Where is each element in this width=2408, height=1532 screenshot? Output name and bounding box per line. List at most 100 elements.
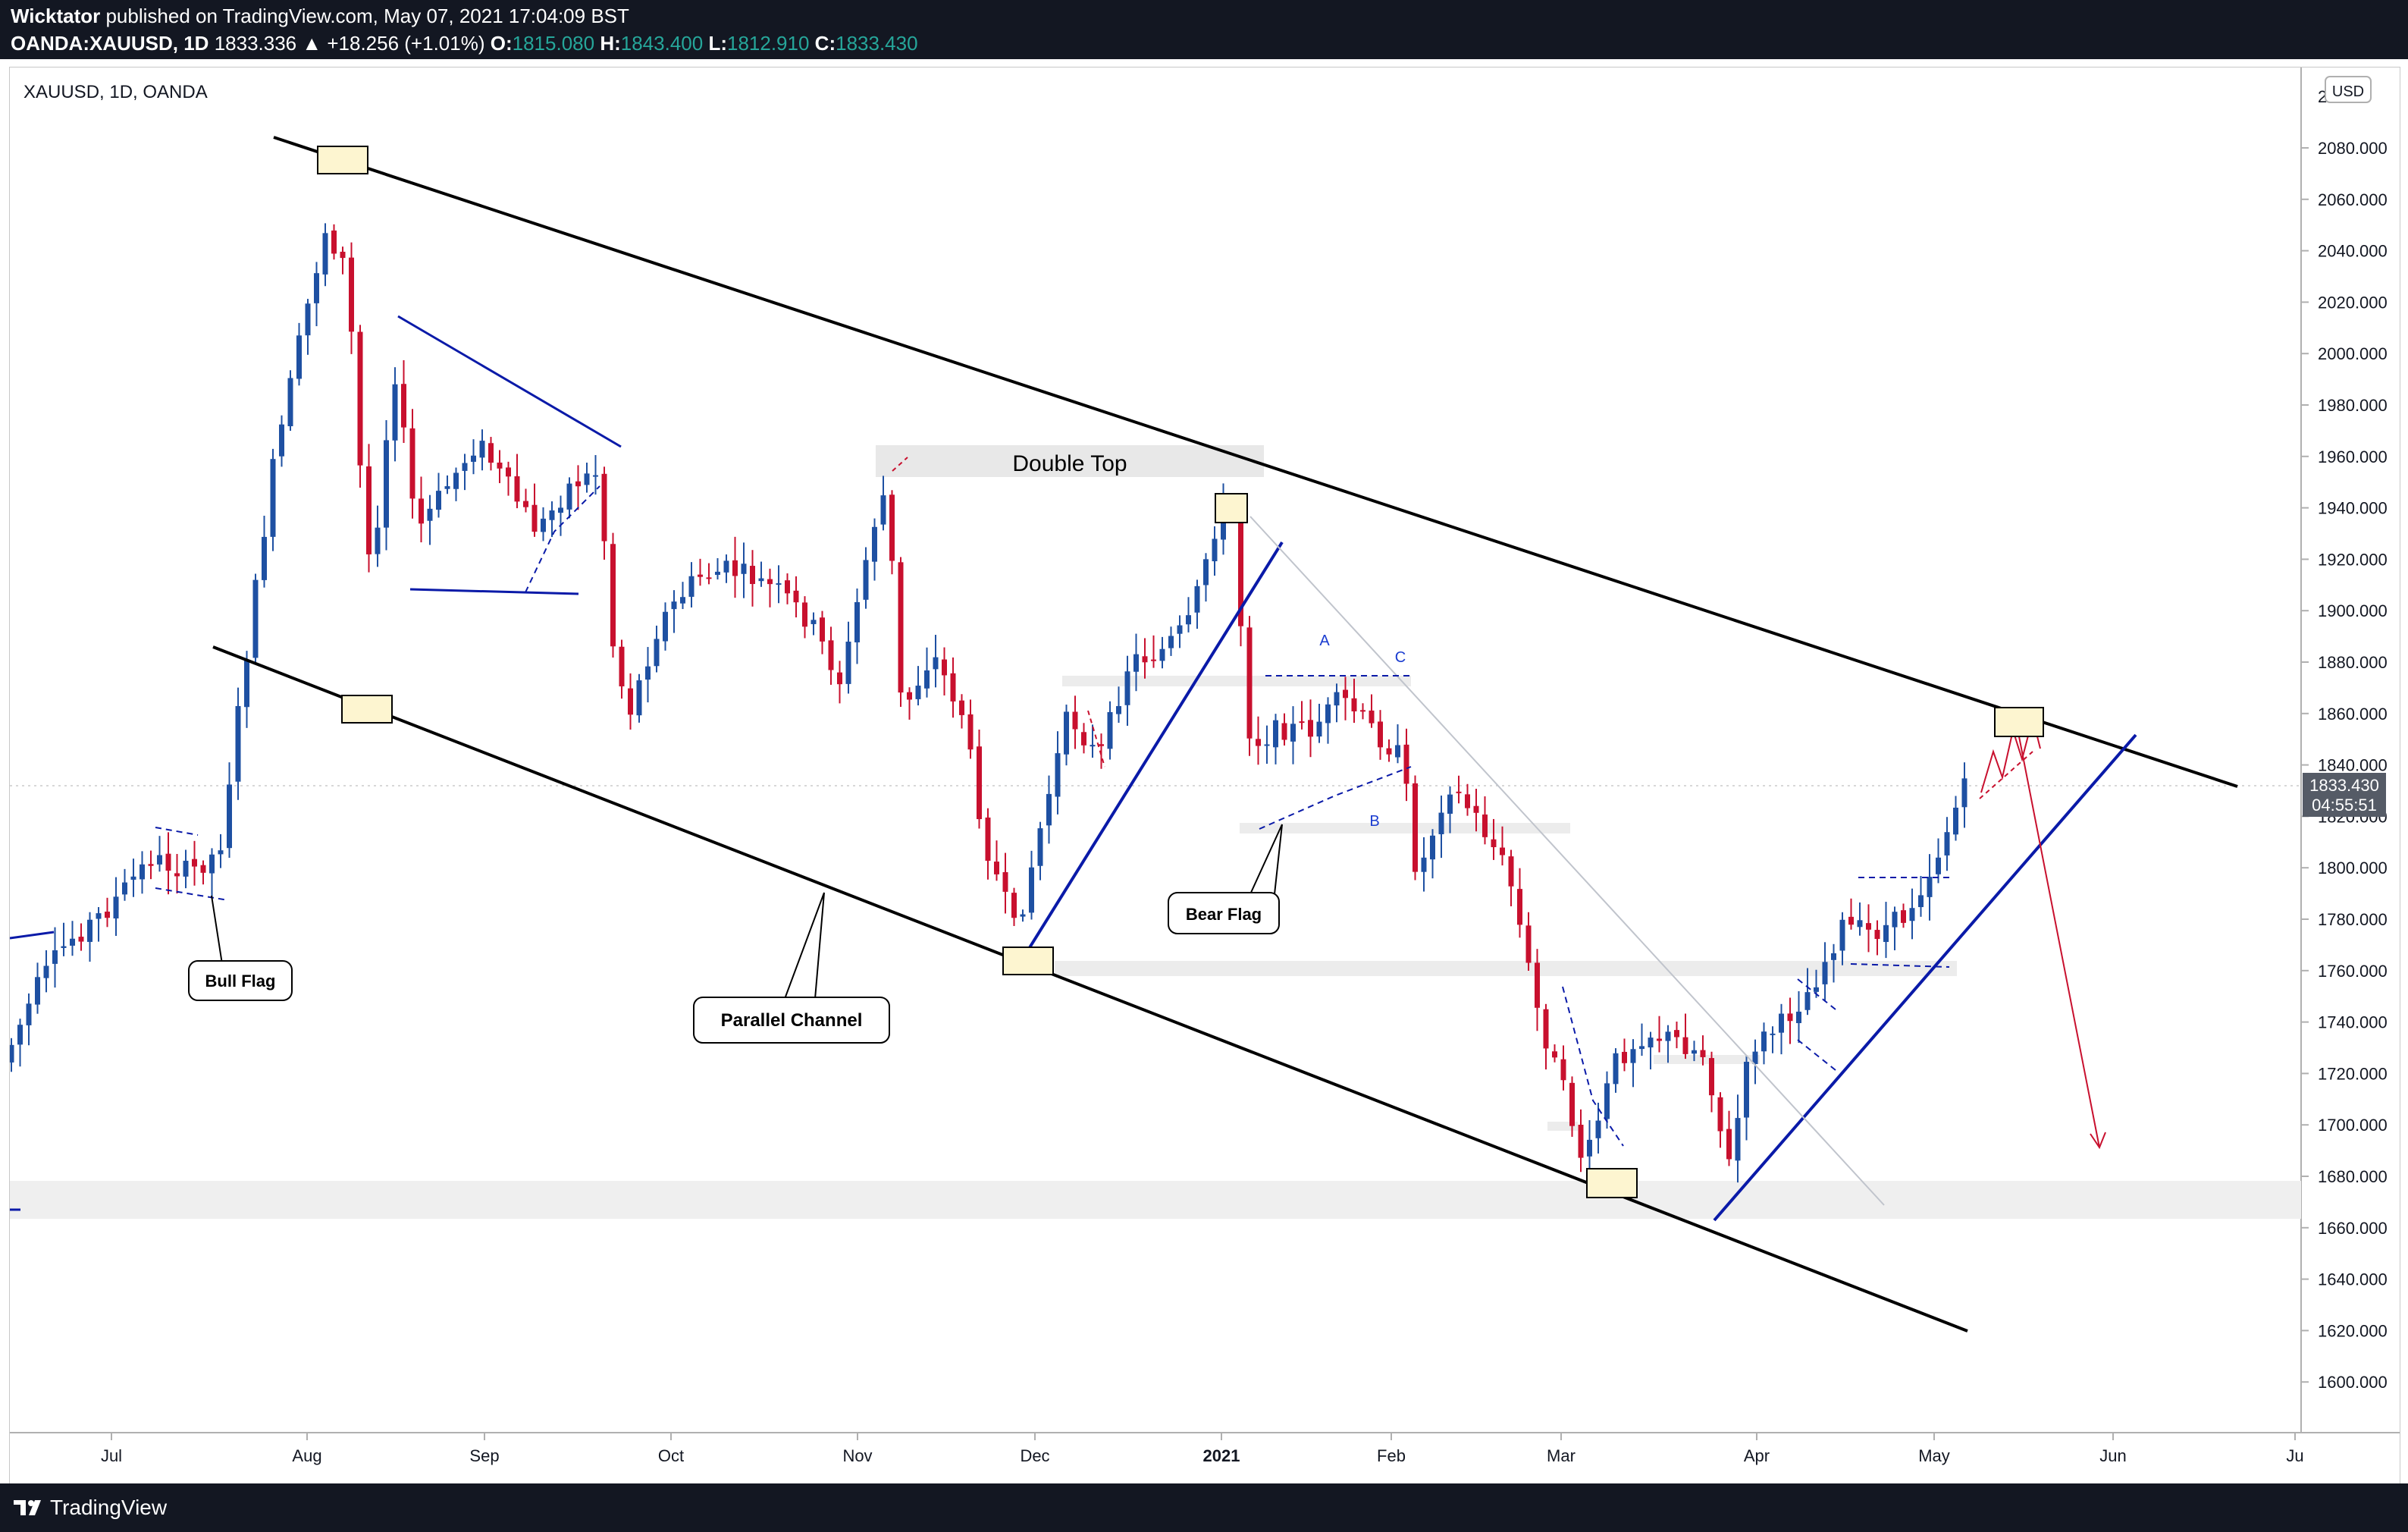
bearish-candle bbox=[148, 850, 154, 880]
bullish-candle bbox=[1020, 909, 1026, 922]
bullish-candle bbox=[915, 666, 921, 706]
bullish-candle bbox=[1822, 942, 1828, 1002]
time-tick-label: Jun bbox=[2099, 1446, 2126, 1465]
bullish-candle bbox=[427, 494, 433, 545]
last-price: 1833.336 bbox=[214, 32, 297, 55]
bearish-candle bbox=[628, 673, 633, 730]
channel-upper-trendline[interactable] bbox=[273, 136, 2238, 788]
uptrend-line-apr[interactable] bbox=[1713, 733, 2137, 1222]
bullish-candle bbox=[872, 518, 877, 581]
bullish-candle bbox=[26, 993, 32, 1046]
bullish-candle bbox=[636, 673, 642, 723]
bearish-candle bbox=[349, 242, 354, 354]
bearish-candle bbox=[1256, 716, 1261, 765]
price-tick-label: 1680.000 bbox=[2318, 1167, 2388, 1186]
bullish-candle bbox=[1883, 902, 1889, 959]
bullish-candle bbox=[1595, 1102, 1601, 1154]
bullish-candle bbox=[1177, 615, 1183, 648]
bullish-candle bbox=[113, 877, 119, 936]
bearish-candle bbox=[820, 611, 825, 655]
bullish-candle bbox=[1290, 706, 1296, 764]
bearish-candle bbox=[698, 558, 703, 586]
tradingview-logo-icon[interactable] bbox=[12, 1496, 42, 1520]
bearish-candle bbox=[523, 488, 528, 513]
currency-label: USD bbox=[2332, 83, 2364, 100]
bullish-candle bbox=[758, 561, 764, 587]
bullish-candle bbox=[296, 322, 302, 386]
price-tick-label: 1920.000 bbox=[2318, 550, 2388, 569]
bearish-candle bbox=[785, 573, 790, 604]
bullish-candle bbox=[1055, 731, 1061, 815]
bullish-candle bbox=[183, 849, 189, 889]
bullish-candle bbox=[1944, 817, 1950, 871]
double-top-label[interactable]: Double Top bbox=[1012, 451, 1127, 476]
chart-area[interactable]: 2080.000 2060.000 2040.000 2020.000 2000.000… bbox=[8, 67, 2400, 1485]
bearish-candle bbox=[619, 639, 625, 699]
channel-lower-trendline[interactable] bbox=[212, 645, 1968, 1333]
bearish-candle bbox=[1246, 616, 1253, 756]
close-value: 1833.430 bbox=[836, 32, 918, 55]
bearish-candle bbox=[750, 550, 755, 607]
current-price-value: 1833.430 bbox=[2309, 776, 2379, 795]
bearish-candle bbox=[366, 444, 372, 573]
high-value: 1843.400 bbox=[620, 32, 704, 55]
bearish-candle bbox=[1543, 1003, 1549, 1070]
bearish-candle bbox=[1535, 949, 1540, 1031]
double-top-zone bbox=[876, 445, 1264, 477]
bearish-candle bbox=[1682, 1013, 1688, 1060]
triangle-lower-line[interactable] bbox=[409, 588, 579, 595]
bullish-candle bbox=[680, 582, 685, 610]
bearish-candle bbox=[1011, 887, 1017, 926]
bullish-candle bbox=[235, 687, 241, 800]
time-tick-label: Oct bbox=[658, 1446, 684, 1465]
bearish-candle bbox=[1238, 507, 1243, 647]
chart-legend[interactable]: XAUUSD, 1D, OANDA bbox=[24, 82, 208, 102]
bearish-candle bbox=[1281, 713, 1287, 746]
bearish-candle bbox=[1403, 728, 1409, 802]
footer-bar: TradingView bbox=[0, 1483, 2408, 1532]
bullish-candle bbox=[1648, 1031, 1654, 1070]
triangle-upper-line[interactable] bbox=[397, 315, 622, 448]
bullish-candle bbox=[270, 448, 276, 551]
bullish-candle bbox=[1046, 775, 1052, 844]
bullish-candle bbox=[663, 602, 668, 651]
bullish-candle bbox=[1604, 1071, 1610, 1129]
price-tick-label: 1600.000 bbox=[2318, 1373, 2388, 1392]
price-axis[interactable] bbox=[2301, 67, 2400, 1433]
publish-text: published on TradingView.com, May 07, 20… bbox=[105, 5, 629, 27]
price-tick-label: 1700.000 bbox=[2318, 1116, 2388, 1135]
bullish-candle bbox=[1587, 1119, 1592, 1171]
bearish-candle bbox=[601, 466, 607, 560]
bearish-candle bbox=[331, 224, 337, 260]
bullish-candle bbox=[776, 565, 782, 604]
bullish-candle bbox=[1796, 990, 1801, 1043]
parallel-channel-callout[interactable]: Parallel Channel bbox=[693, 892, 890, 1044]
chart-header: Wicktator published on TradingView.com, … bbox=[0, 0, 2408, 59]
bullish-candle bbox=[314, 262, 319, 327]
bull-flag-callout[interactable]: Bull Flag bbox=[188, 895, 293, 1001]
uptrend-line-dec[interactable] bbox=[1027, 541, 1284, 950]
bullish-candle bbox=[584, 462, 590, 493]
bearish-candle bbox=[1552, 1044, 1557, 1063]
bearish-candle bbox=[1072, 695, 1078, 749]
highlight-boxes bbox=[317, 146, 2044, 1198]
bullish-candle bbox=[566, 477, 572, 519]
price-tick-label: 1840.000 bbox=[2318, 756, 2388, 775]
bullish-candle bbox=[384, 419, 389, 551]
bear-flag-callout[interactable]: Bear Flag bbox=[1168, 824, 1283, 934]
bullish-candle bbox=[96, 907, 102, 942]
price-tick-label: 1760.000 bbox=[2318, 962, 2388, 981]
bearish-candle bbox=[889, 490, 895, 575]
bearish-candle bbox=[1099, 733, 1104, 769]
price-tick-label: 1780.000 bbox=[2318, 910, 2388, 929]
chart-canvas[interactable]: 2080.000 2060.000 2040.000 2020.000 2000.000… bbox=[8, 67, 2400, 1484]
bearish-candle bbox=[200, 860, 206, 885]
tradingview-brand[interactable]: TradingView bbox=[50, 1496, 168, 1519]
currency-badge[interactable] bbox=[2325, 76, 2372, 103]
support-zone-1680 bbox=[10, 1181, 2301, 1219]
bearish-candle bbox=[1360, 703, 1365, 720]
bullish-candle bbox=[541, 507, 546, 542]
bullish-candle bbox=[1334, 683, 1340, 723]
author-name[interactable]: Wicktator bbox=[11, 5, 101, 27]
bullish-candle bbox=[1839, 912, 1845, 965]
